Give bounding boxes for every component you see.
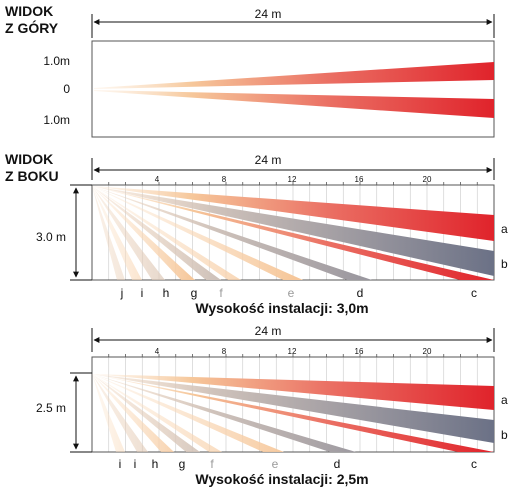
side30-beam-j <box>92 186 142 280</box>
side30-height-label: 3.0 m <box>36 230 66 244</box>
side-view-25: 24 m 4 8 12 16 20 2.5 m <box>36 324 508 487</box>
side25-range-dimension: 24 m <box>91 324 495 352</box>
side25-letter-c: c <box>471 457 477 471</box>
side25-tick-4: 4 <box>155 347 160 356</box>
top-view-frame <box>91 40 495 138</box>
side25-caption: Wysokość instalacji: 2,5m <box>195 471 368 487</box>
side25-letter-b: b <box>501 428 508 442</box>
side30-beam-b <box>92 186 494 276</box>
side30-range-label: 24 m <box>255 153 282 167</box>
side30-letter-b: b <box>501 257 508 271</box>
side30-beam-f <box>92 186 241 280</box>
side25-letter-i2: i <box>134 457 137 471</box>
side25-beams <box>92 374 494 452</box>
side30-letter-f: f <box>219 286 223 300</box>
side30-tick-20: 20 <box>423 175 432 184</box>
side25-beam-c <box>92 374 494 452</box>
side25-beam-d <box>92 374 356 452</box>
side25-letter-f: f <box>210 457 214 471</box>
side25-letter-a: a <box>501 393 508 407</box>
side30-letter-j: j <box>120 286 124 300</box>
side30-caption: Wysokość instalacji: 3,0m <box>195 300 368 316</box>
top-view-title-1: WIDOK <box>5 3 53 19</box>
side25-beam-b <box>92 374 494 443</box>
side25-beam-f <box>92 374 222 452</box>
side25-tick-8: 8 <box>222 347 227 356</box>
side25-beam-e <box>92 374 284 452</box>
side25-beam-a <box>92 374 494 410</box>
side30-beam-e <box>92 186 303 280</box>
side30-ticks: 4 8 12 16 20 <box>155 175 432 184</box>
side30-tick-4: 4 <box>155 175 160 184</box>
side-view-title-1: WIDOK <box>5 151 53 167</box>
side25-tick-12: 12 <box>288 347 297 356</box>
side30-tick-12: 12 <box>288 175 297 184</box>
top-view: WIDOK Z GÓRY 24 m 1.0m 0 1.0m <box>5 3 495 138</box>
top-y-label-center: 0 <box>63 82 70 96</box>
side30-range-dimension: 24 m <box>91 153 495 180</box>
side30-beam-i <box>92 186 165 280</box>
side30-letter-d: d <box>357 286 364 300</box>
side30-tick-16: 16 <box>355 175 364 184</box>
side25-tick-16: 16 <box>355 347 364 356</box>
side30-beam-g <box>92 186 221 280</box>
side25-zone-letters: i i h g f e d c a b <box>119 393 508 471</box>
side-view-title-2: Z BOKU <box>5 168 59 184</box>
side25-letter-h: h <box>152 457 159 471</box>
side30-letter-g: g <box>191 286 198 300</box>
side25-letter-d: d <box>334 457 341 471</box>
side30-beam-c <box>92 186 494 280</box>
side30-beam-a <box>92 186 494 241</box>
side25-beam-g <box>92 374 200 452</box>
side30-letter-i: i <box>141 286 144 300</box>
side30-letter-c: c <box>471 286 477 300</box>
side30-beam-k <box>92 186 125 280</box>
side25-height-label: 2.5 m <box>36 401 66 415</box>
side30-letter-h: h <box>163 286 170 300</box>
top-y-label-lower: 1.0m <box>43 113 70 127</box>
side-view-30: WIDOK Z BOKU 24 m 4 8 12 16 20 3.0 m <box>5 151 508 316</box>
side25-height-dimension: 2.5 m <box>36 372 92 453</box>
side30-beams <box>92 186 494 280</box>
side25-ticks: 4 8 12 16 20 <box>155 347 432 356</box>
side25-beam-i <box>92 374 148 452</box>
top-range-label: 24 m <box>255 7 282 21</box>
side30-letter-e: e <box>288 286 295 300</box>
side30-height-dimension: 3.0 m <box>36 184 92 281</box>
side25-letter-i1: i <box>119 457 122 471</box>
side30-letter-a: a <box>501 222 508 236</box>
side30-zone-letters: j i h g f e d c a b <box>120 222 508 300</box>
side25-letter-e: e <box>272 457 279 471</box>
side25-range-label: 24 m <box>255 324 282 338</box>
side25-beam-h <box>92 374 174 452</box>
top-beam-upper <box>94 62 494 89</box>
side25-tick-20: 20 <box>423 347 432 356</box>
side25-letter-g: g <box>179 457 186 471</box>
side25-beam-j <box>92 374 125 452</box>
side30-beam-d <box>92 186 372 280</box>
side30-tick-8: 8 <box>222 175 227 184</box>
top-beam-lower <box>94 90 494 118</box>
top-range-dimension: 24 m <box>91 7 495 38</box>
top-y-label-upper: 1.0m <box>43 54 70 68</box>
side30-beam-h <box>92 186 195 280</box>
top-view-title-2: Z GÓRY <box>5 19 59 36</box>
